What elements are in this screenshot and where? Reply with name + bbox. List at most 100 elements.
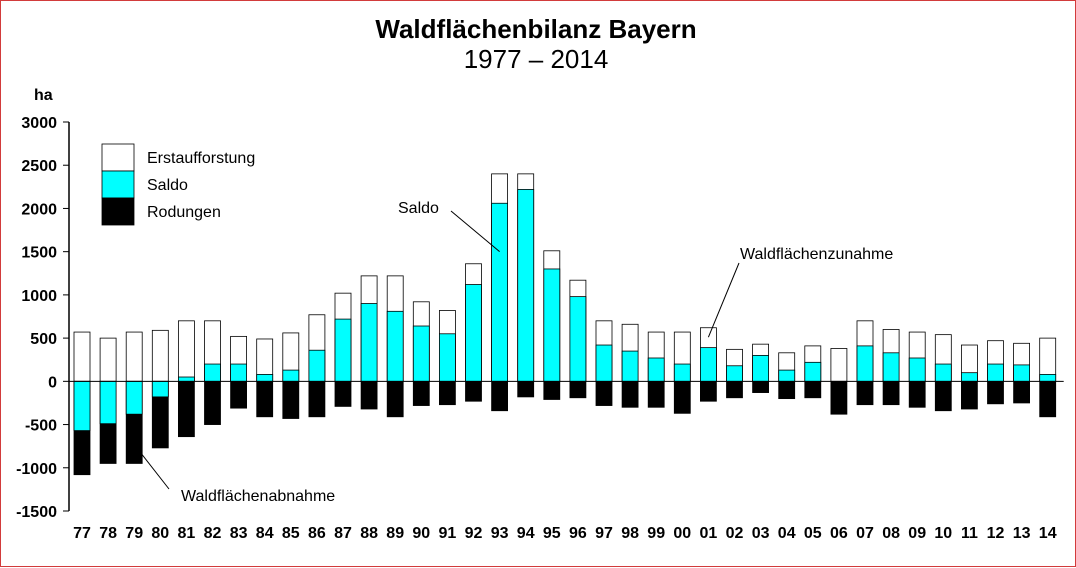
bar-saldo — [73, 380, 91, 432]
y-tick-label: 2500 — [21, 158, 57, 175]
bar-rodungen — [830, 380, 848, 415]
bar-rodungen — [700, 380, 717, 402]
y-tick-label: 500 — [30, 331, 57, 348]
x-tick-label: 00 — [673, 525, 691, 542]
x-tick-label: 85 — [282, 525, 300, 542]
annotations: Saldo Waldflächenzunahme Waldflächenabnahm… — [139, 200, 893, 505]
annotation-line — [707, 262, 740, 338]
bar-rodungen — [465, 380, 482, 402]
bar-rodungen — [961, 380, 978, 410]
x-tick-label: 77 — [73, 525, 91, 542]
x-tick-label: 79 — [125, 525, 143, 542]
bar-saldo — [908, 357, 926, 382]
bar-erstaufforstung — [73, 331, 91, 382]
bar-saldo — [752, 354, 769, 382]
x-tick-label: 87 — [334, 525, 352, 542]
x-tick-label: 04 — [778, 525, 796, 542]
bar-rodungen — [308, 380, 326, 418]
bar-rodungen — [386, 380, 404, 418]
legend-label: Saldo — [147, 177, 188, 194]
annotation-label: Saldo — [398, 200, 439, 217]
bar-saldo — [934, 363, 952, 382]
bar-saldo — [99, 380, 117, 425]
bar-saldo — [856, 345, 874, 382]
y-tick-label: 2000 — [21, 201, 57, 218]
y-tick-label: 1500 — [21, 245, 57, 262]
bar-saldo — [804, 361, 822, 382]
bar-rodungen — [595, 380, 613, 406]
bar-saldo — [125, 380, 143, 415]
x-tick-label: 90 — [412, 525, 430, 542]
x-tick-label: 95 — [543, 525, 561, 542]
y-tick-label: 3000 — [21, 115, 57, 132]
x-tick-label: 89 — [386, 525, 404, 542]
bar-saldo — [491, 202, 509, 382]
bar-rodungen — [360, 380, 378, 410]
x-axis-ticks: 77 78 79 80 81 82 83 84 85 86 87 88 89 90 91 92 93 94 95 96… — [73, 525, 1057, 542]
bar-saldo — [308, 349, 326, 382]
x-tick-label: 97 — [595, 525, 613, 542]
annotation-label: Waldflächenzunahme — [740, 246, 893, 263]
x-tick-label: 96 — [569, 525, 587, 542]
bar-saldo — [1013, 364, 1030, 382]
x-tick-label: 08 — [882, 525, 900, 542]
x-tick-label: 07 — [856, 525, 874, 542]
bar-rodungen — [856, 380, 874, 406]
y-tick-label: -1500 — [16, 504, 57, 521]
bar-saldo — [726, 365, 743, 382]
chart-subtitle: 1977 – 2014 — [464, 44, 609, 74]
bar-saldo — [438, 333, 456, 382]
bar-rodungen — [282, 380, 300, 419]
bar-rodungen — [543, 380, 561, 400]
x-tick-label: 94 — [517, 525, 535, 542]
bar-rodungen — [491, 380, 509, 412]
x-tick-label: 80 — [151, 525, 169, 542]
legend-label: Erstaufforstung — [147, 150, 255, 167]
bar-rodungen — [987, 380, 1004, 405]
legend-swatch — [101, 197, 135, 226]
bar-saldo — [543, 268, 561, 382]
bar-erstaufforstung — [125, 331, 143, 382]
x-tick-label: 10 — [934, 525, 952, 542]
bar-saldo — [412, 325, 430, 382]
annotation-label: Waldflächenabnahme — [181, 488, 335, 505]
bar-rodungen — [1013, 380, 1030, 404]
y-tick-label: -500 — [25, 418, 57, 435]
bar-rodungen — [621, 380, 639, 408]
x-tick-label: 81 — [178, 525, 196, 542]
bar-saldo — [778, 369, 796, 382]
x-tick-label: 05 — [804, 525, 822, 542]
bar-saldo — [177, 376, 195, 382]
bar-rodungen — [882, 380, 900, 406]
bar-saldo — [204, 363, 221, 382]
bar-rodungen — [1039, 380, 1057, 418]
bar-saldo — [621, 350, 639, 382]
bar-rodungen — [778, 380, 796, 400]
y-axis-ticks: 3000 2500 2000 1500 1000 500 0 -500 -1000 -1500 — [16, 115, 69, 521]
y-tick-label: 0 — [48, 374, 57, 391]
bars — [73, 173, 1057, 476]
bar-rodungen — [256, 380, 274, 418]
legend-label: Rodungen — [147, 204, 221, 221]
bar-saldo — [673, 363, 691, 382]
x-tick-label: 84 — [256, 525, 274, 542]
bar-saldo — [569, 296, 587, 382]
bar-rodungen — [647, 380, 665, 408]
bar-saldo — [360, 303, 378, 382]
bar-rodungen — [177, 380, 195, 438]
x-tick-label: 99 — [647, 525, 665, 542]
annotation-line — [139, 451, 170, 490]
bar-erstaufforstung — [177, 320, 195, 382]
y-tick-label: 1000 — [21, 288, 57, 305]
x-tick-label: 14 — [1039, 525, 1057, 542]
bar-saldo — [700, 347, 717, 382]
bar-saldo — [256, 374, 274, 382]
bar-saldo — [465, 284, 482, 382]
bar-saldo — [386, 310, 404, 382]
bar-saldo — [595, 344, 613, 382]
bar-rodungen — [412, 380, 430, 406]
bar-rodungen — [230, 380, 248, 409]
bar-saldo — [230, 363, 248, 382]
bar-saldo — [647, 357, 665, 382]
